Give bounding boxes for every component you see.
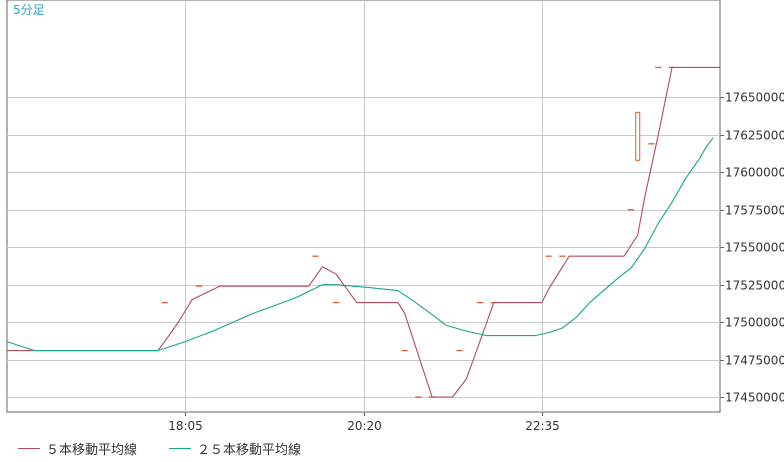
candle — [635, 111, 641, 161]
price-chart: 17450000 17475000 17500000 17525000 17550000… — [6, 0, 784, 433]
x-axis: 18:05 20:20 22:35 — [168, 412, 560, 433]
y-axis: 17450000 17475000 17500000 17525000 17550000… — [720, 91, 784, 405]
y-tick-label: 17600000 — [725, 166, 784, 180]
legend: ５本移動平均線 ２５本移動平均線 — [0, 434, 784, 462]
ma5-swatch — [18, 447, 40, 449]
ma25-swatch — [169, 447, 192, 449]
x-tick-label: 20:20 — [347, 419, 382, 433]
moving-average-lines — [6, 66, 720, 398]
ma5-line — [7, 66, 720, 398]
plot-frame — [6, 0, 721, 413]
grid — [6, 0, 721, 413]
y-tick-label: 17500000 — [725, 316, 784, 330]
timeframe-label: 5分足 — [13, 3, 45, 17]
y-tick-label: 17575000 — [725, 204, 784, 218]
x-tick-label: 18:05 — [168, 419, 203, 433]
legend-item-ma25: ２５本移動平均線 — [169, 439, 301, 458]
legend-item-ma5: ５本移動平均線 — [18, 439, 137, 458]
x-tick-label: 22:35 — [525, 419, 560, 433]
y-tick-label: 17550000 — [725, 241, 784, 255]
y-tick-label: 17475000 — [725, 354, 784, 368]
y-tick-label: 17650000 — [725, 91, 784, 105]
y-tick-label: 17450000 — [725, 391, 784, 405]
ma25-line — [6, 137, 714, 352]
y-tick-label: 17525000 — [725, 279, 784, 293]
legend-label-ma25: ２５本移動平均線 — [197, 442, 302, 458]
y-tick-label: 17625000 — [725, 129, 784, 143]
legend-label-ma5: ５本移動平均線 — [46, 442, 138, 458]
